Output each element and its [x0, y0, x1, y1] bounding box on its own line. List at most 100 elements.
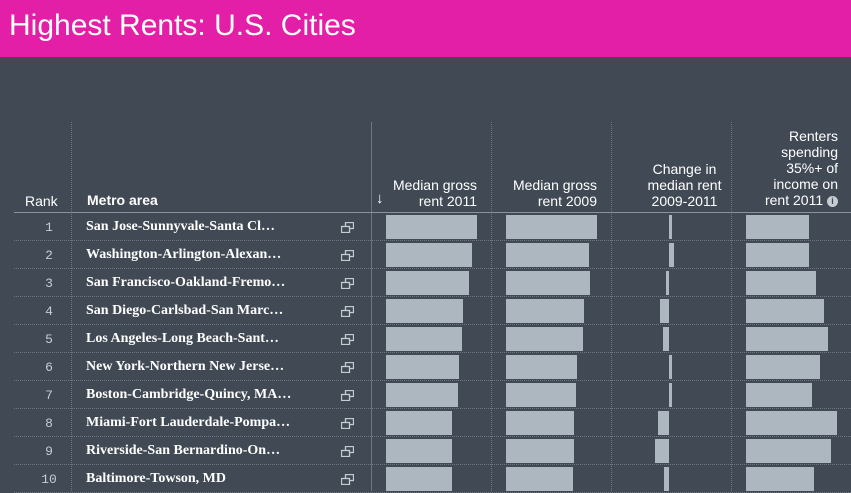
table-row[interactable]: 2 Washington-Arlington-Alexan… [0, 241, 851, 269]
rent2009-bar[interactable] [506, 327, 583, 351]
row-divider [14, 324, 851, 325]
rent2009-bar[interactable] [506, 299, 584, 323]
popout-icon[interactable] [341, 390, 354, 401]
header-renters[interactable]: Renters spending 35%+ of income on rent … [737, 128, 838, 208]
table-row[interactable]: 6 New York-Northern New Jerse… [0, 353, 851, 381]
rent2011-bar[interactable] [386, 355, 459, 379]
header-rank[interactable]: Rank [25, 193, 58, 209]
metro-area-cell[interactable]: Riverside-San Bernardino-On… [86, 443, 281, 458]
header-rent-2009-line2: rent 2009 [537, 193, 597, 209]
change-bar[interactable] [658, 411, 669, 435]
change-bar[interactable] [669, 383, 672, 407]
renters-bar[interactable] [746, 411, 837, 435]
renters-bar[interactable] [746, 383, 812, 407]
header-change-line3: 2009-2011 [651, 193, 718, 209]
rank-cell: 7 [45, 388, 53, 403]
popout-icon[interactable] [341, 362, 354, 373]
row-divider [14, 436, 851, 437]
rent2009-bar[interactable] [506, 411, 574, 435]
rent2009-bar[interactable] [506, 271, 590, 295]
header-rent-2011-line2: rent 2011 [418, 193, 477, 209]
header-metro-area[interactable]: Metro area [87, 192, 158, 208]
metro-area-cell[interactable]: Washington-Arlington-Alexan… [86, 247, 282, 262]
column-divider [491, 122, 492, 491]
table-row[interactable]: 4 San Diego-Carlsbad-San Marc… [0, 297, 851, 325]
renters-bar[interactable] [746, 327, 828, 351]
metro-area-cell[interactable]: Miami-Fort Lauderdale-Pompa… [86, 415, 291, 430]
header-renters-line2: spending [781, 144, 838, 160]
change-bar[interactable] [669, 243, 674, 267]
metro-area-cell[interactable]: Los Angeles-Long Beach-Sant… [86, 331, 279, 346]
change-bar[interactable] [666, 271, 669, 295]
rent2011-bar[interactable] [386, 411, 452, 435]
rank-cell: 5 [45, 332, 53, 347]
rank-cell: 3 [45, 276, 53, 291]
popout-icon[interactable] [341, 250, 354, 261]
renters-bar[interactable] [746, 215, 809, 239]
rent2009-bar[interactable] [506, 383, 576, 407]
popout-icon[interactable] [341, 446, 354, 457]
column-divider [371, 122, 372, 491]
metro-area-cell[interactable]: New York-Northern New Jerse… [86, 359, 285, 374]
table-row[interactable]: 10 Baltimore-Towson, MD [0, 465, 851, 493]
row-divider [14, 240, 851, 241]
header-rent-2009[interactable]: Median gross rent 2009 [497, 177, 597, 209]
metro-area-cell[interactable]: San Diego-Carlsbad-San Marc… [86, 303, 284, 318]
table-row[interactable]: 7 Boston-Cambridge-Quincy, MA… [0, 381, 851, 409]
renters-bar[interactable] [746, 467, 814, 491]
change-bar[interactable] [669, 215, 672, 239]
change-bar[interactable] [660, 299, 669, 323]
metro-area-cell[interactable]: San Francisco-Oakland-Fremo… [86, 275, 286, 290]
header-rent-2009-line1: Median gross [512, 177, 597, 193]
change-bar[interactable] [664, 467, 669, 491]
rank-cell: 6 [45, 360, 53, 375]
popout-icon[interactable] [341, 222, 354, 233]
metro-area-cell[interactable]: Baltimore-Towson, MD [86, 471, 226, 486]
info-icon[interactable]: i [827, 196, 838, 207]
rent2009-bar[interactable] [506, 355, 577, 379]
rent2011-bar[interactable] [386, 383, 458, 407]
rank-cell: 10 [41, 472, 57, 487]
rent2011-bar[interactable] [386, 243, 472, 267]
rent2011-bar[interactable] [386, 439, 452, 463]
renters-bar[interactable] [746, 439, 831, 463]
rent2009-bar[interactable] [506, 467, 573, 491]
metro-area-cell[interactable]: Boston-Cambridge-Quincy, MA… [86, 387, 292, 402]
header-change-line2: median rent [647, 177, 722, 193]
renters-bar[interactable] [746, 299, 824, 323]
table-row[interactable]: 9 Riverside-San Bernardino-On… [0, 437, 851, 465]
popout-icon[interactable] [341, 306, 354, 317]
table-row[interactable]: 8 Miami-Fort Lauderdale-Pompa… [0, 409, 851, 437]
rank-cell: 2 [45, 248, 53, 263]
popout-icon[interactable] [341, 474, 354, 485]
renters-bar[interactable] [746, 271, 816, 295]
row-divider [14, 464, 851, 465]
header-change-line1: Change in [652, 161, 717, 177]
row-divider [14, 352, 851, 353]
change-bar[interactable] [669, 355, 672, 379]
rent2009-bar[interactable] [506, 243, 589, 267]
column-divider [71, 122, 72, 491]
popout-icon[interactable] [341, 334, 354, 345]
popout-icon[interactable] [341, 418, 354, 429]
rent2011-bar[interactable] [386, 299, 463, 323]
metro-area-cell[interactable]: San Jose-Sunnyvale-Santa Cl… [86, 219, 276, 234]
rank-cell: 8 [45, 416, 53, 431]
rent2011-bar[interactable] [386, 467, 452, 491]
change-bar[interactable] [655, 439, 669, 463]
change-bar[interactable] [663, 327, 669, 351]
header-rent-2011[interactable]: Median gross rent 2011 [377, 177, 477, 209]
page-title: Highest Rents: U.S. Cities [9, 9, 356, 42]
rent2009-bar[interactable] [506, 439, 574, 463]
table-row[interactable]: 3 San Francisco-Oakland-Fremo… [0, 269, 851, 297]
table-row[interactable]: 5 Los Angeles-Long Beach-Sant… [0, 325, 851, 353]
header-change[interactable]: Change in median rent 2009-2011 [627, 161, 742, 209]
rent2011-bar[interactable] [386, 271, 469, 295]
renters-bar[interactable] [746, 355, 820, 379]
rent2009-bar[interactable] [506, 215, 597, 239]
rent2011-bar[interactable] [386, 327, 462, 351]
rent2011-bar[interactable] [386, 215, 477, 239]
popout-icon[interactable] [341, 278, 354, 289]
renters-bar[interactable] [746, 243, 809, 267]
table-row[interactable]: 1 San Jose-Sunnyvale-Santa Cl… [0, 213, 851, 241]
